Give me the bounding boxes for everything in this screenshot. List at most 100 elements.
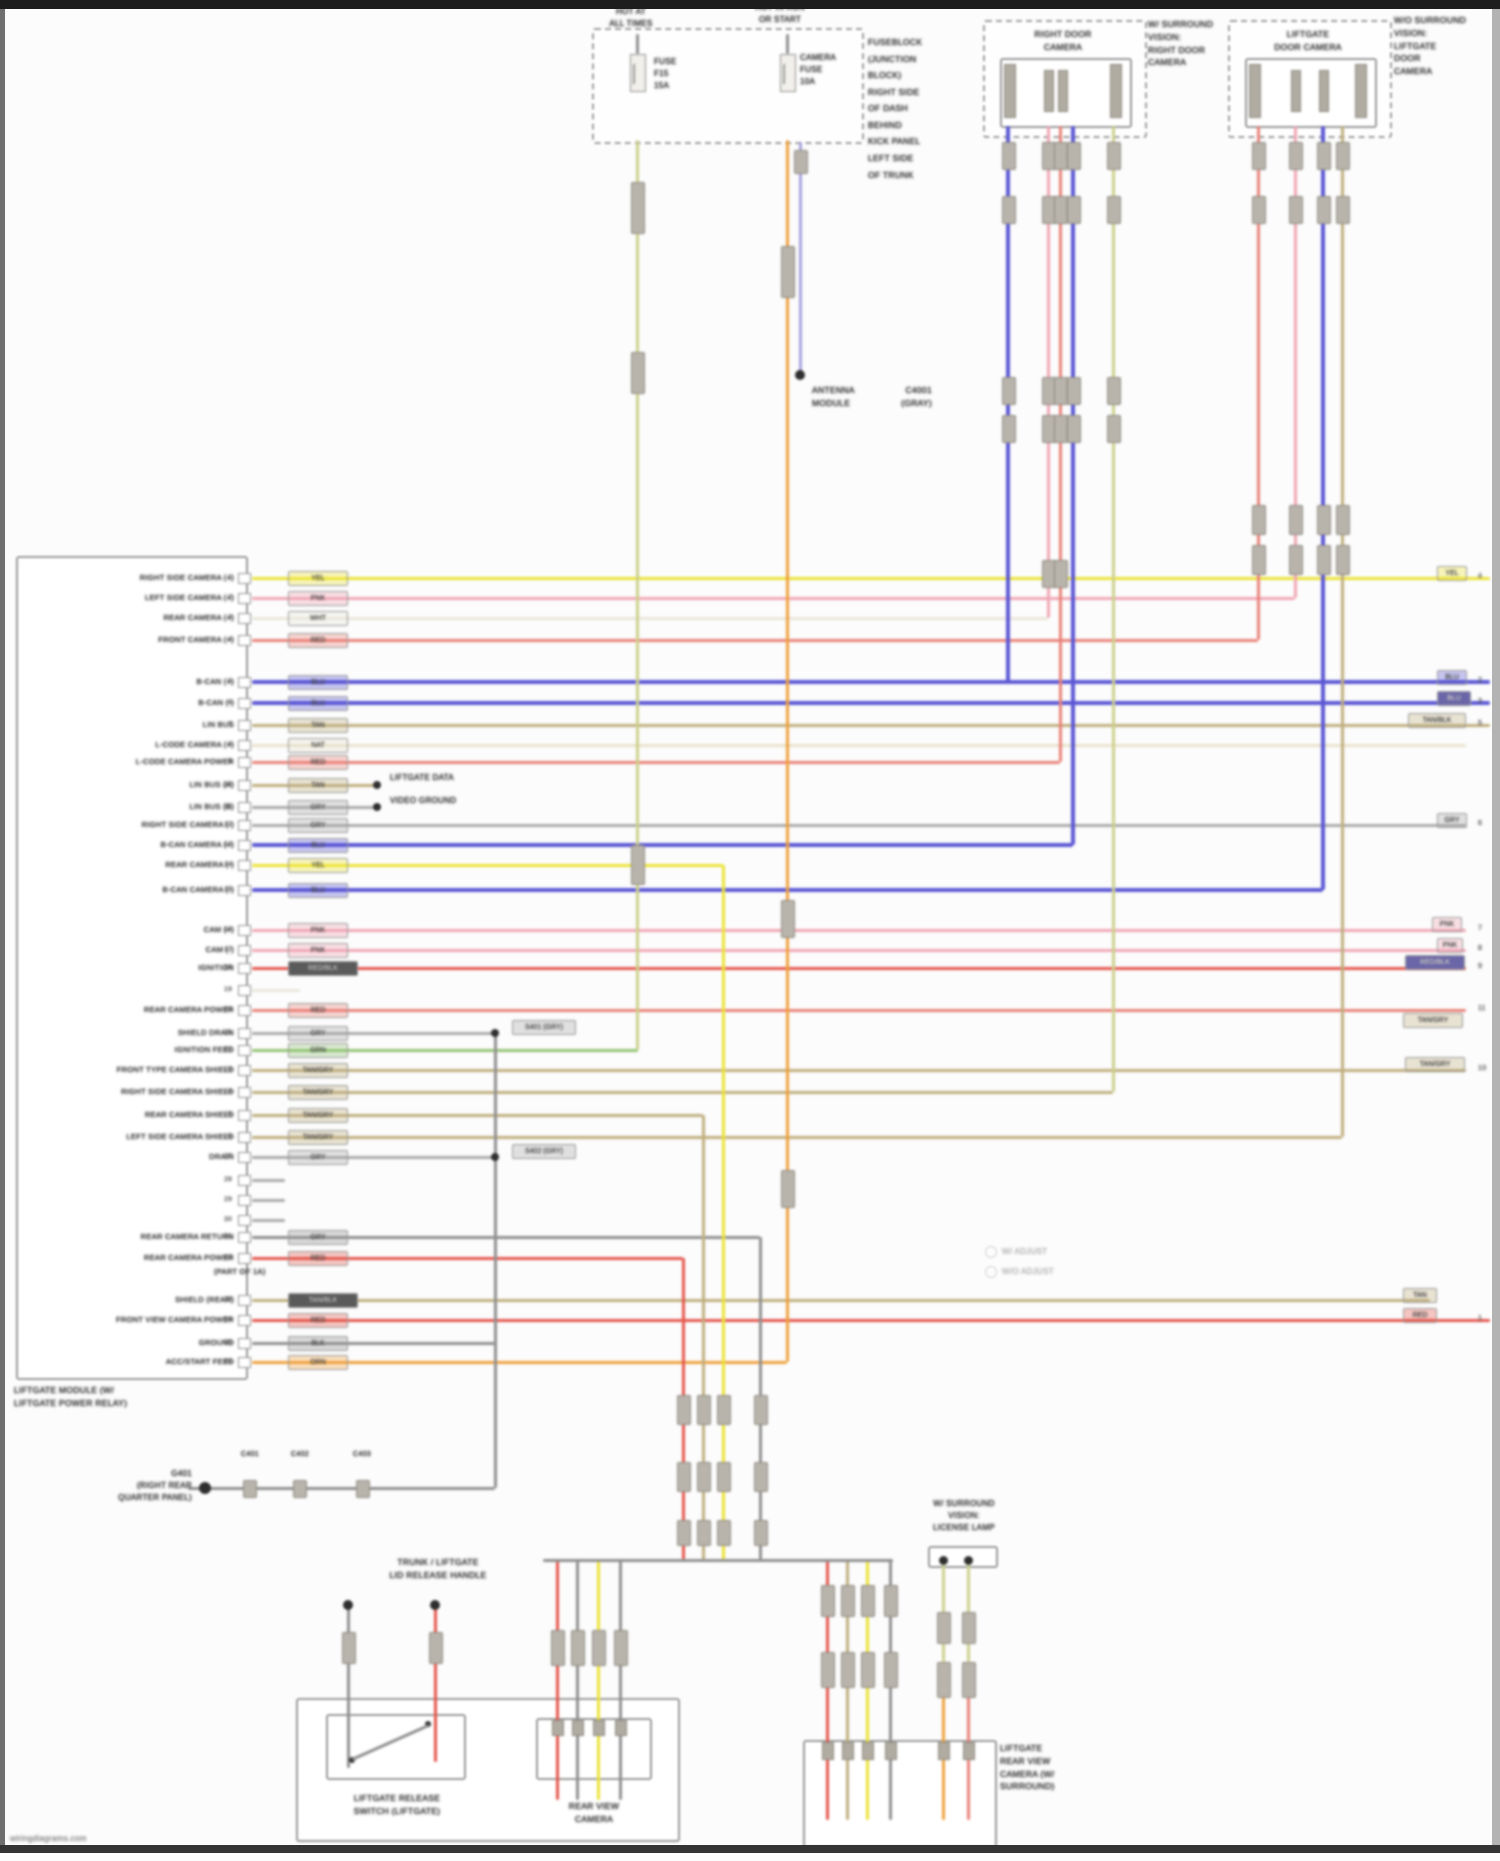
inline-connector [1317, 196, 1331, 224]
bottom-bus [543, 1558, 893, 1562]
inline-connector [677, 1395, 691, 1425]
module-row-label: LEFT SIDE CAMERA SHIELD [126, 1132, 234, 1141]
lin-bus-a-label: LIFTGATE DATA [390, 773, 454, 782]
module-row-wire [252, 1031, 495, 1035]
junction-dot [491, 1029, 499, 1037]
module-row-label: REAR CAMERA SHIELD [144, 1110, 234, 1119]
module-row-label: LEFT SIDE CAMERA (+) [144, 593, 234, 602]
legend-ring-icon [985, 1246, 997, 1258]
module-row-wire [252, 843, 1073, 847]
inline-connector [781, 1170, 795, 1208]
inline-connector [1289, 196, 1303, 224]
module-pin [238, 820, 251, 831]
module-pin-number: 11 [224, 803, 232, 810]
inline-connector [1054, 196, 1068, 224]
module-row-label: DRAIN [209, 1152, 234, 1161]
switch-wire-gray [346, 1605, 350, 1768]
module-pin [238, 635, 251, 646]
module-row-label: SHIELD DRAIN [177, 1028, 234, 1037]
module-row-wire [252, 1360, 787, 1364]
edge-pin-number: 2 [1478, 677, 1483, 684]
fuse2-feed-wire [785, 140, 789, 1362]
fuse-icon [630, 54, 646, 92]
inline-connector [1054, 415, 1068, 443]
inline-connector [821, 1652, 835, 1688]
inline-connector [1054, 142, 1068, 170]
module-pin [238, 1132, 251, 1143]
junction-dot [343, 1600, 353, 1610]
inline-connector [697, 1520, 711, 1546]
lamp-wire-1b [941, 1662, 945, 1820]
module-pin-number: 14 [224, 861, 232, 868]
rvc-wire-3 [596, 1560, 600, 1800]
module-row-label: SHIELD (REAR) [175, 1295, 234, 1304]
module-row-wire [252, 1198, 285, 1202]
inline-connector [243, 1480, 257, 1498]
ground-label: G401 (RIGHT REAR QUARTER PANEL) [118, 1469, 192, 1502]
module-row-wire [252, 928, 1466, 932]
module-row-wire [252, 1298, 1430, 1302]
camera-b-wire-1 [1256, 126, 1260, 640]
fuse1-stub [635, 34, 639, 54]
module-pin [238, 1045, 251, 1056]
inline-connector [1289, 505, 1303, 535]
wire-code-label: NAT [288, 738, 348, 753]
wire-code-label: GRY [1437, 813, 1467, 828]
module-pin [238, 677, 251, 688]
module-pin-number: 2 [228, 594, 232, 601]
inline-connector [717, 1395, 731, 1425]
camera-a-wire-2 [1046, 126, 1050, 618]
page-frame-bottom [0, 1845, 1500, 1853]
inline-connector [821, 1585, 835, 1617]
wire-code-label: RED [288, 1313, 348, 1328]
camera-connector-pin [1249, 64, 1261, 118]
module-row-label: L-CODE CAMERA (+) [155, 740, 234, 749]
wire-code-label: ORN [288, 1355, 348, 1370]
module-pin [238, 802, 251, 813]
module-pin [238, 1110, 251, 1121]
module-row-wire [252, 988, 300, 992]
module-row-wire [252, 723, 1490, 727]
fuse2-stub [785, 34, 789, 54]
bottom-yellow [865, 1560, 869, 1820]
wire-code-label: YEL [288, 571, 348, 586]
bundle-yellow [721, 865, 725, 1560]
fuse-icon [780, 54, 796, 92]
module-pin-number: 26 [224, 1133, 232, 1140]
module-pin-number: 29 [224, 1196, 232, 1203]
inline-connector [342, 1632, 356, 1664]
module-row-wire [252, 1090, 1113, 1094]
fuse-block-note: FUSEBLOCK (JUNCTION BLOCK) RIGHT SIDE OF… [868, 37, 923, 180]
bottom-red [825, 1560, 829, 1820]
module-row-label: L-CODE CAMERA POWER [135, 757, 234, 766]
module-pin-number: 16 [224, 926, 232, 933]
module-pin [238, 1195, 251, 1206]
module-row-wire [252, 1178, 285, 1182]
connector-pin [552, 1720, 564, 1736]
module-row-wire [252, 680, 1490, 684]
module-pin-number: 21 [224, 1029, 232, 1036]
module-row-wire [252, 1318, 1490, 1322]
liftgate-module-box [16, 556, 248, 1380]
module-pin-number: 5 [228, 678, 232, 685]
edge-pin-number: 11 [1478, 1005, 1486, 1012]
module-pin [238, 840, 251, 851]
module-row-wire [252, 576, 1490, 580]
connector-pin [862, 1742, 874, 1760]
inline-connector [754, 1520, 768, 1546]
fuse1-feed-wire [635, 140, 639, 1050]
module-pin [238, 1253, 251, 1264]
module-row-wire [252, 823, 1466, 827]
module-pin [238, 945, 251, 956]
module-pin-number: 1 [228, 574, 232, 581]
inline-connector [1252, 545, 1266, 575]
module-row-label: RIGHT SIDE CAMERA (+) [139, 573, 234, 582]
wire-code-label: WHT [288, 611, 348, 626]
inline-connector [1107, 142, 1121, 170]
inline-connector [1317, 545, 1331, 575]
junction-dot [373, 803, 381, 811]
wire-code-label: BLU [288, 838, 348, 853]
module-row-label: GROUND [198, 1338, 234, 1347]
module-row-wire [252, 966, 1466, 970]
